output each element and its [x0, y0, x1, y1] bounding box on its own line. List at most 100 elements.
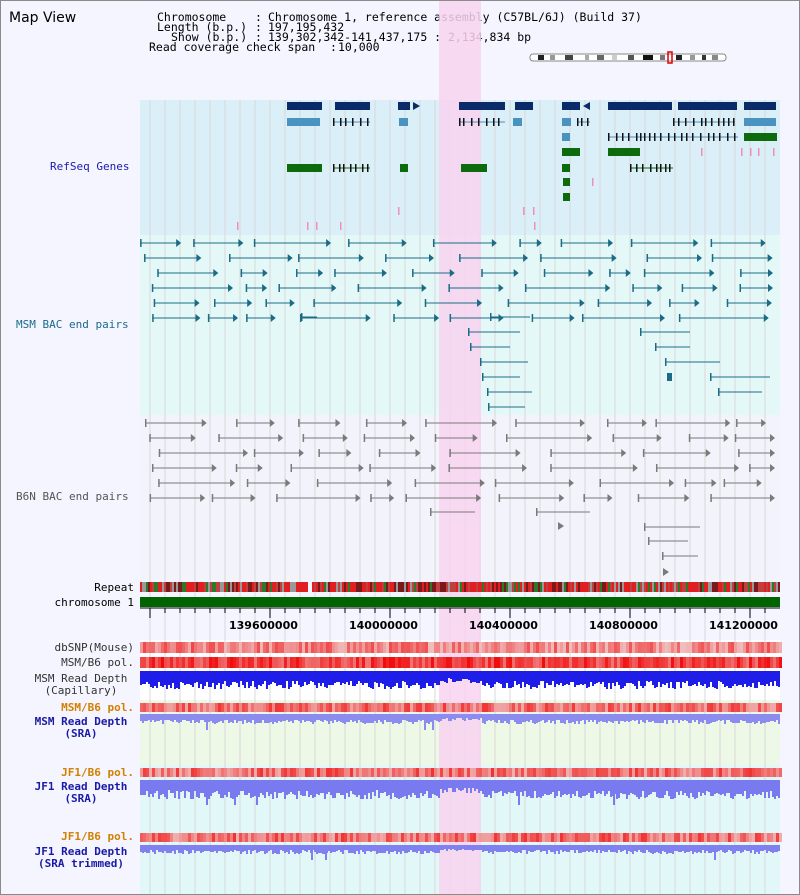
depth-bar — [650, 845, 652, 853]
repeat-mark — [482, 582, 484, 592]
repeat-mark — [642, 582, 644, 592]
depth-bar — [254, 845, 256, 850]
heat-cell — [419, 833, 422, 842]
bac-end — [642, 449, 645, 457]
heat-cell — [500, 833, 503, 842]
heat-cell — [263, 703, 266, 712]
heat-cell — [380, 768, 383, 777]
heat-cell — [617, 642, 620, 653]
heat-cell — [188, 703, 191, 712]
depth-bar — [676, 845, 678, 851]
gene-exon — [705, 118, 707, 126]
depth-bar — [718, 714, 720, 720]
depth-bar — [268, 845, 270, 851]
depth-bar — [504, 671, 506, 688]
heat-cell — [458, 833, 461, 842]
gene-exon — [471, 118, 473, 126]
depth-bar — [412, 671, 414, 685]
depth-bar — [482, 714, 484, 723]
depth-bar — [316, 714, 318, 720]
depth-bar — [440, 714, 442, 721]
depth-bar — [192, 780, 194, 799]
depth-bar — [290, 671, 292, 687]
depth-bar — [220, 671, 222, 689]
heat-cell — [491, 768, 494, 777]
heat-cell — [428, 833, 431, 842]
heat-cell — [737, 642, 740, 653]
heat-cell — [608, 833, 611, 842]
heat-cell — [596, 657, 599, 668]
heat-cell — [257, 703, 260, 712]
depth-bar — [336, 780, 338, 793]
depth-bar — [146, 671, 148, 682]
repeat-mark — [426, 582, 428, 592]
heat-cell — [302, 703, 305, 712]
repeat-mark — [710, 582, 712, 592]
depth-bar — [162, 671, 164, 687]
repeat-mark — [140, 582, 142, 592]
heat-cell — [212, 833, 215, 842]
depth-bar — [650, 780, 652, 794]
depth-bar — [600, 780, 602, 794]
depth-bar — [322, 714, 324, 722]
repeat-mark — [746, 582, 748, 592]
depth-bar — [470, 845, 472, 850]
depth-bar — [190, 780, 192, 799]
depth-bar — [726, 714, 728, 720]
depth-bar — [582, 714, 584, 720]
depth-bar — [430, 671, 432, 686]
depth-bar — [548, 671, 550, 685]
heat-cell — [422, 768, 425, 777]
heat-cell — [323, 703, 326, 712]
heat-cell — [623, 833, 626, 842]
refseq-genes-label[interactable]: RefSeq Genes — [50, 160, 130, 173]
depth-bar — [762, 714, 764, 723]
depth-bar — [368, 671, 370, 687]
repeat-mark — [386, 582, 388, 592]
heat-cell — [650, 657, 653, 668]
heat-cell — [338, 657, 341, 668]
bac-end — [637, 494, 640, 502]
depth-bar — [754, 671, 756, 688]
heat-cell — [539, 657, 542, 668]
depth-bar — [430, 780, 432, 798]
heat-cell — [716, 703, 719, 712]
depth-bar — [770, 671, 772, 682]
depth-bar — [696, 714, 698, 720]
gene-exon — [669, 164, 671, 172]
b6n-bac-label[interactable]: B6N BAC end pairs — [16, 490, 129, 503]
repeat-mark — [670, 582, 672, 592]
msm-bac-label[interactable]: MSM BAC end pairs — [16, 318, 129, 331]
heat-cell — [641, 833, 644, 842]
heat-cell — [341, 703, 344, 712]
heat-cell — [680, 642, 683, 653]
depth-bar — [602, 845, 604, 851]
bac-end-arrow — [358, 254, 364, 262]
bac-end — [488, 403, 490, 411]
depth-bar — [280, 671, 282, 685]
heat-cell — [218, 833, 221, 842]
gene-exon — [713, 133, 715, 141]
depth-bar — [478, 780, 480, 793]
depth-bar — [656, 845, 658, 852]
heat-cell — [725, 642, 728, 653]
repeat-mark — [600, 582, 602, 592]
depth-bar — [414, 780, 416, 795]
depth-bar — [532, 780, 534, 798]
repeat-mark — [636, 582, 638, 592]
depth-bar — [590, 845, 592, 851]
heat-cell — [482, 703, 485, 712]
bac-end-arrow — [705, 449, 711, 457]
repeat-mark — [218, 582, 220, 592]
heat-cell — [416, 833, 419, 842]
bac-end-arrow — [200, 494, 206, 502]
repeat-mark — [150, 582, 152, 592]
depth-bar — [516, 714, 518, 724]
depth-bar — [184, 780, 186, 798]
gene-exon — [660, 164, 662, 172]
heat-cell — [554, 657, 557, 668]
heat-cell — [692, 703, 695, 712]
depth-bar — [776, 780, 778, 796]
depth-bar — [574, 714, 576, 724]
